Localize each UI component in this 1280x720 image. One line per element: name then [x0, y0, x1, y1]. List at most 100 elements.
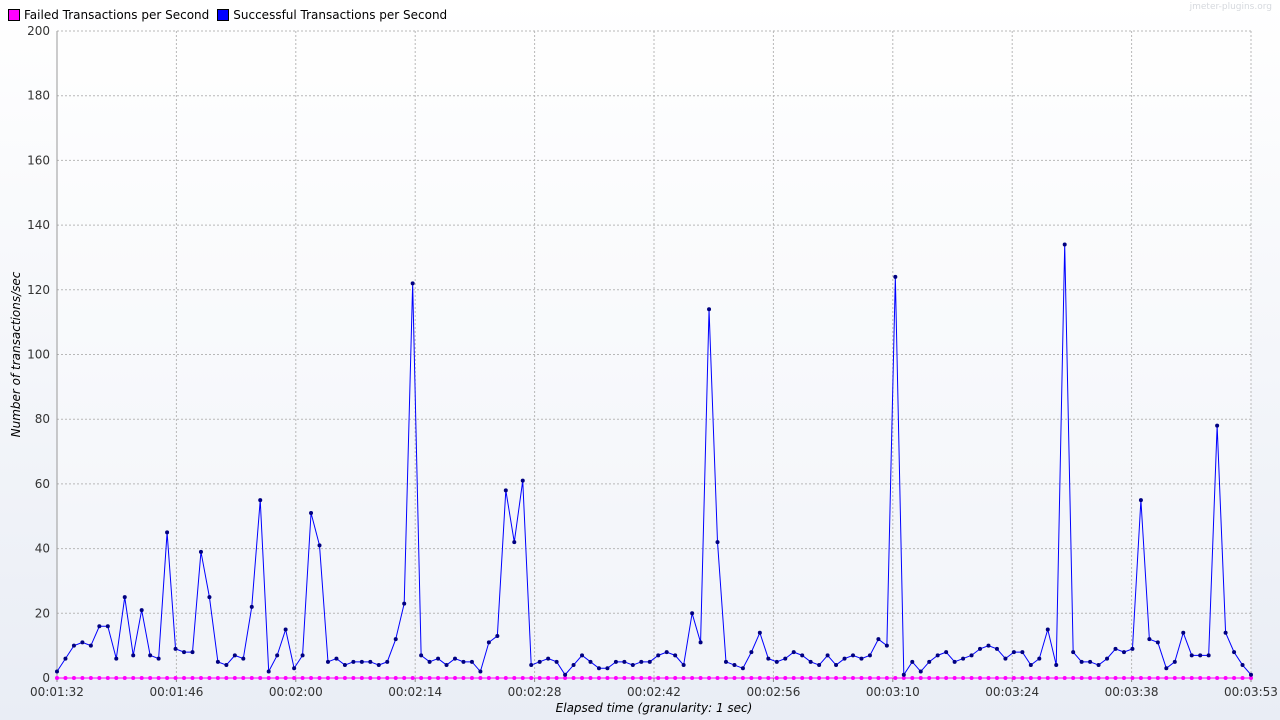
data-point-successful: [699, 640, 703, 644]
data-point-failed: [190, 676, 194, 680]
legend-item-failed[interactable]: Failed Transactions per Second: [8, 8, 209, 22]
data-point-failed: [749, 676, 753, 680]
data-point-failed: [605, 676, 609, 680]
data-point-successful: [1003, 657, 1007, 661]
y-tick-label: 60: [35, 477, 50, 491]
data-point-successful: [1088, 660, 1092, 664]
data-point-successful: [724, 660, 728, 664]
data-point-failed: [1241, 676, 1245, 680]
y-tick-label: 180: [27, 89, 50, 103]
data-point-failed: [89, 676, 93, 680]
data-point-failed: [428, 676, 432, 680]
data-point-successful: [326, 660, 330, 664]
data-point-successful: [851, 653, 855, 657]
data-point-failed: [648, 676, 652, 680]
data-point-successful: [131, 653, 135, 657]
data-point-failed: [436, 676, 440, 680]
data-point-successful: [267, 670, 271, 674]
data-point-successful: [157, 657, 161, 661]
data-point-failed: [131, 676, 135, 680]
data-point-failed: [233, 676, 237, 680]
data-point-successful: [758, 631, 762, 635]
data-point-failed: [521, 676, 525, 680]
data-point-failed: [123, 676, 127, 680]
data-point-successful: [1181, 631, 1185, 635]
x-tick-label: 00:03:24: [985, 685, 1039, 699]
data-point-successful: [487, 640, 491, 644]
data-point-failed: [207, 676, 211, 680]
data-point-successful: [301, 653, 305, 657]
data-point-successful: [182, 650, 186, 654]
data-point-successful: [453, 657, 457, 661]
data-point-failed: [360, 676, 364, 680]
data-point-failed: [936, 676, 940, 680]
data-point-successful: [716, 540, 720, 544]
y-tick-label: 0: [42, 671, 50, 685]
data-point-failed: [165, 676, 169, 680]
data-point-successful: [470, 660, 474, 664]
data-point-successful: [199, 550, 203, 554]
legend-item-successful[interactable]: Successful Transactions per Second: [217, 8, 447, 22]
data-point-successful: [436, 657, 440, 661]
data-point-successful: [682, 663, 686, 667]
data-point-successful: [1156, 640, 1160, 644]
data-point-failed: [910, 676, 914, 680]
data-point-failed: [529, 676, 533, 680]
data-point-successful: [910, 660, 914, 664]
data-point-successful: [284, 627, 288, 631]
data-point-failed: [843, 676, 847, 680]
data-point-failed: [893, 676, 897, 680]
data-point-failed: [114, 676, 118, 680]
data-point-successful: [605, 666, 609, 670]
data-point-failed: [1114, 676, 1118, 680]
data-point-failed: [766, 676, 770, 680]
data-point-failed: [343, 676, 347, 680]
data-point-failed: [157, 676, 161, 680]
data-point-successful: [961, 657, 965, 661]
data-point-successful: [834, 663, 838, 667]
data-point-successful: [140, 608, 144, 612]
data-point-successful: [665, 650, 669, 654]
data-point-successful: [1012, 650, 1016, 654]
data-point-failed: [716, 676, 720, 680]
data-point-successful: [419, 653, 423, 657]
data-point-failed: [707, 676, 711, 680]
data-point-successful: [555, 660, 559, 664]
data-point-failed: [267, 676, 271, 680]
data-point-failed: [1097, 676, 1101, 680]
data-point-failed: [1181, 676, 1185, 680]
data-point-failed: [334, 676, 338, 680]
data-point-failed: [487, 676, 491, 680]
data-point-failed: [690, 676, 694, 680]
x-tick-label: 00:02:14: [388, 685, 442, 699]
data-point-successful: [521, 479, 525, 483]
data-point-successful: [631, 663, 635, 667]
data-point-failed: [834, 676, 838, 680]
data-point-successful: [461, 660, 465, 664]
y-tick-label: 40: [35, 542, 50, 556]
data-point-successful: [106, 624, 110, 628]
data-point-failed: [986, 676, 990, 680]
data-point-failed: [1130, 676, 1134, 680]
data-point-successful: [893, 275, 897, 279]
data-point-failed: [377, 676, 381, 680]
data-point-successful: [809, 660, 813, 664]
data-point-failed: [174, 676, 178, 680]
data-point-failed: [970, 676, 974, 680]
data-point-failed: [199, 676, 203, 680]
data-point-failed: [301, 676, 305, 680]
data-point-successful: [368, 660, 372, 664]
data-point-successful: [622, 660, 626, 664]
data-point-successful: [1232, 650, 1236, 654]
data-point-failed: [614, 676, 618, 680]
data-point-successful: [1054, 663, 1058, 667]
data-point-successful: [114, 657, 118, 661]
data-point-successful: [394, 637, 398, 641]
data-point-failed: [919, 676, 923, 680]
data-point-failed: [885, 676, 889, 680]
data-point-successful: [563, 673, 567, 677]
data-point-successful: [648, 660, 652, 664]
data-point-failed: [1224, 676, 1228, 680]
data-point-successful: [1029, 663, 1033, 667]
